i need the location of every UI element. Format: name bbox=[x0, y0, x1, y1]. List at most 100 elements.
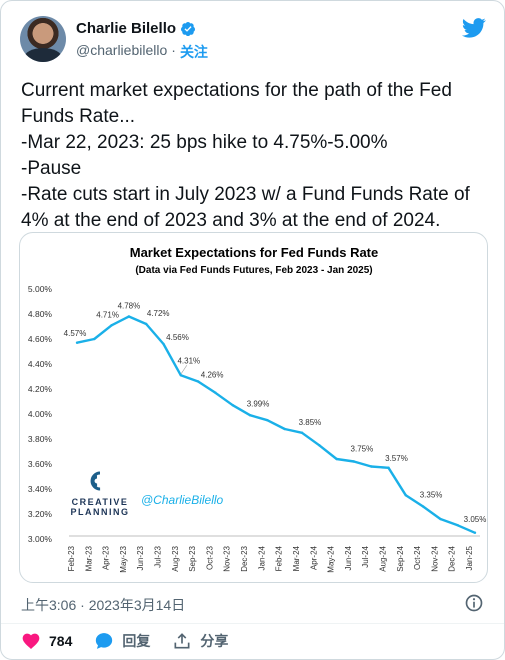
x-tick-label: Nov-24 bbox=[430, 545, 439, 571]
x-tick-label: Oct-23 bbox=[205, 545, 214, 570]
y-tick-label: 3.80% bbox=[28, 434, 53, 444]
data-labels: 4.57% 4.71%4.78% 4.72% 4.56% 4.31%4.26% 3.99%… bbox=[64, 302, 487, 524]
divider bbox=[1, 623, 504, 624]
y-tick-label: 3.60% bbox=[28, 459, 53, 469]
reply-button[interactable]: 回复 bbox=[94, 631, 150, 651]
y-tick-label: 5.00% bbox=[28, 284, 53, 294]
avatar[interactable] bbox=[20, 16, 66, 62]
data-label: 4.57% bbox=[64, 329, 87, 338]
x-tick-label: Apr-24 bbox=[309, 545, 318, 570]
data-point bbox=[283, 427, 286, 431]
y-tick-label: 4.20% bbox=[28, 384, 53, 394]
x-tick-label: May-24 bbox=[327, 545, 336, 572]
verified-badge-icon bbox=[181, 21, 196, 36]
data-label: 4.26% bbox=[201, 371, 224, 380]
data-label: 3.99% bbox=[247, 399, 270, 408]
label-leader-lines bbox=[180, 365, 188, 375]
follow-button[interactable]: 关注 bbox=[179, 44, 208, 60]
chart-subtitle: (Data via Fed Funds Futures, Feb 2023 - … bbox=[135, 265, 372, 276]
data-point bbox=[266, 419, 269, 422]
data-label: 3.57% bbox=[385, 454, 408, 463]
data-label: 4.71% bbox=[96, 310, 119, 319]
x-tick-label: May-23 bbox=[119, 545, 128, 572]
heart-icon bbox=[22, 633, 40, 649]
data-point bbox=[127, 315, 131, 318]
x-tick-label: Jun-23 bbox=[136, 545, 145, 570]
x-tick-label: Jan-24 bbox=[257, 545, 266, 570]
watermark-handle: @CharlieBilello bbox=[141, 493, 224, 507]
data-point bbox=[369, 465, 373, 468]
like-count: 784 bbox=[49, 633, 73, 649]
data-point bbox=[352, 460, 356, 463]
data-point bbox=[318, 444, 321, 447]
x-tick-label: Mar-24 bbox=[292, 545, 301, 571]
tweet-line: Current market expectations for the path… bbox=[21, 80, 452, 101]
chart-title: Market Expectations for Fed Funds Rate bbox=[130, 245, 379, 260]
data-point bbox=[387, 466, 390, 469]
author-handle[interactable]: @charliebilello bbox=[76, 42, 168, 58]
x-tick-label: Dec-24 bbox=[448, 545, 457, 571]
author-display-name[interactable]: Charlie Bilello bbox=[76, 20, 177, 37]
data-point bbox=[145, 322, 148, 326]
share-button[interactable]: 分享 bbox=[172, 631, 228, 651]
data-point bbox=[179, 374, 183, 377]
data-label: 3.75% bbox=[351, 445, 374, 454]
reply-label: 回复 bbox=[122, 633, 151, 649]
y-tick-label: 3.40% bbox=[28, 484, 53, 494]
y-tick-label: 3.00% bbox=[28, 534, 53, 544]
data-point bbox=[110, 324, 113, 327]
x-tick-label: Sep-24 bbox=[396, 545, 405, 571]
x-tick-label: Feb-23 bbox=[67, 545, 76, 571]
action-bar: 784 回复 分享 bbox=[21, 631, 250, 651]
data-point bbox=[248, 414, 252, 417]
tweet-line: -Pause bbox=[21, 158, 82, 179]
x-tick-label: Sep-23 bbox=[188, 545, 197, 571]
data-label: 4.31% bbox=[177, 356, 200, 365]
data-label: 4.72% bbox=[147, 309, 170, 318]
leader-line bbox=[180, 365, 188, 375]
data-point bbox=[162, 342, 165, 346]
x-tick-label: Apr-23 bbox=[102, 545, 111, 570]
data-label: 4.56% bbox=[166, 333, 189, 342]
twitter-bird-icon[interactable] bbox=[462, 18, 486, 38]
data-point bbox=[456, 524, 459, 527]
x-tick-label: Aug-23 bbox=[171, 545, 180, 571]
data-point bbox=[300, 431, 304, 434]
x-tick-label: Mar-23 bbox=[84, 545, 93, 571]
info-icon[interactable] bbox=[464, 593, 484, 613]
y-axis: 5.00% 4.80% 4.60% 4.40% 4.20% 4.00% 3.80% 3.60%… bbox=[28, 284, 53, 544]
data-label: 3.85% bbox=[299, 418, 322, 427]
logo-line-2: PLANNING bbox=[71, 507, 130, 517]
x-tick-label: Jun-24 bbox=[344, 545, 353, 570]
data-label: 4.78% bbox=[118, 302, 141, 311]
x-axis: Feb-23 Mar-23 Apr-23 May-23 Jun-23 Jul-23 Aug-… bbox=[67, 545, 474, 572]
reply-bubble-icon bbox=[96, 633, 113, 649]
x-tick-label: Aug-24 bbox=[378, 545, 387, 571]
x-tick-label: Jan-25 bbox=[465, 545, 474, 570]
tweet-line: Funds Rate... bbox=[21, 106, 136, 127]
tweet-timestamp[interactable]: 上午3:06 · 2023年3月14日 bbox=[21, 597, 186, 613]
x-tick-label: Feb-24 bbox=[275, 545, 284, 571]
x-tick-label: Jul-23 bbox=[154, 545, 163, 567]
y-tick-label: 4.40% bbox=[28, 359, 53, 369]
data-point bbox=[421, 505, 425, 508]
data-point bbox=[93, 337, 96, 341]
data-label: 3.05% bbox=[464, 515, 487, 524]
x-tick-label: Oct-24 bbox=[413, 545, 422, 570]
data-label: 3.35% bbox=[420, 491, 443, 500]
series-line bbox=[76, 315, 476, 534]
tweet-line: 4% at the end of 2023 and 3% at the end … bbox=[21, 210, 441, 231]
y-tick-label: 3.20% bbox=[28, 509, 53, 519]
data-point bbox=[473, 531, 477, 534]
x-tick-label: Jul-24 bbox=[361, 545, 370, 567]
x-tick-label: Nov-23 bbox=[223, 545, 232, 571]
author-name-row: Charlie Bilello bbox=[76, 20, 196, 37]
tweet-text: Current market expectations for the path… bbox=[21, 78, 491, 234]
data-point bbox=[404, 494, 407, 497]
y-tick-label: 4.60% bbox=[28, 334, 53, 344]
chart-image[interactable]: Market Expectations for Fed Funds Rate (… bbox=[19, 232, 488, 583]
data-point bbox=[439, 517, 442, 521]
author-handle-row: @charliebilello · 关注 bbox=[76, 42, 208, 62]
like-button[interactable]: 784 bbox=[21, 631, 72, 651]
